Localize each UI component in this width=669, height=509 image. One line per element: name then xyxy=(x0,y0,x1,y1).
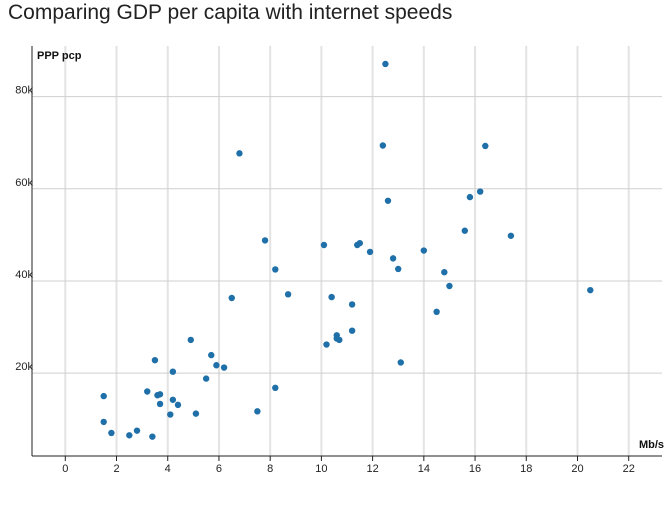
data-point xyxy=(208,351,215,359)
y-axis-ticks: 20k 40k 60k 80k xyxy=(15,85,33,373)
x-tick-label: 6 xyxy=(216,463,222,475)
data-point xyxy=(192,410,200,417)
data-point xyxy=(187,336,194,344)
data-point xyxy=(144,388,151,395)
data-point xyxy=(384,197,392,204)
data-point xyxy=(420,247,428,254)
data-point xyxy=(126,432,133,439)
data-point xyxy=(476,188,484,195)
x-axis-label: Mb/s xyxy=(639,439,664,451)
data-point xyxy=(174,401,182,409)
data-point xyxy=(397,359,404,366)
data-point xyxy=(133,427,141,434)
x-tick-label: 16 xyxy=(469,463,481,475)
data-point xyxy=(482,142,489,150)
data-point xyxy=(507,232,515,239)
x-tick-label: 2 xyxy=(113,463,119,475)
data-point xyxy=(379,142,387,149)
data-point xyxy=(587,286,594,294)
x-tick-label: 8 xyxy=(267,463,273,475)
data-point xyxy=(228,294,235,302)
data-point xyxy=(236,150,243,157)
data-point xyxy=(151,356,159,364)
x-tick-label: 4 xyxy=(165,463,171,475)
x-tick-label: 12 xyxy=(366,463,378,475)
data-point xyxy=(323,341,330,348)
data-point xyxy=(272,266,279,273)
data-point xyxy=(202,375,210,382)
data-point xyxy=(389,255,397,262)
data-point xyxy=(156,391,164,398)
x-tick-label: 10 xyxy=(315,463,327,475)
data-point xyxy=(284,291,292,298)
data-point xyxy=(433,308,440,316)
data-point xyxy=(446,282,453,290)
data-point xyxy=(167,411,174,418)
data-point xyxy=(169,368,177,375)
data-point xyxy=(461,227,469,234)
x-tick-label: 18 xyxy=(520,463,532,475)
data-points xyxy=(100,60,594,440)
x-tick-label: 22 xyxy=(623,463,635,475)
data-point xyxy=(100,392,107,400)
data-point xyxy=(272,384,279,392)
data-point xyxy=(213,362,220,369)
data-point xyxy=(348,327,356,334)
data-point xyxy=(320,241,328,249)
data-point xyxy=(366,248,374,256)
y-tick-label: 80k xyxy=(15,85,33,97)
grid-lines xyxy=(32,46,662,456)
x-tick-label: 0 xyxy=(62,463,68,475)
y-axis-label: PPP pcp xyxy=(37,50,82,62)
data-point xyxy=(382,60,389,68)
x-axis-ticks: 0 2 4 6 8 10 12 14 16 18 20 22 xyxy=(62,456,635,475)
data-point xyxy=(336,336,343,344)
x-tick-label: 20 xyxy=(571,463,583,475)
data-point xyxy=(441,268,448,276)
data-point xyxy=(254,408,261,415)
data-point xyxy=(261,237,269,244)
data-point xyxy=(220,364,228,371)
data-point xyxy=(328,293,335,301)
data-point xyxy=(156,400,164,408)
y-tick-label: 40k xyxy=(15,269,33,281)
data-point xyxy=(356,239,364,247)
data-point xyxy=(108,429,115,437)
chart-title: Comparing GDP per capita with internet s… xyxy=(8,1,453,24)
data-point xyxy=(466,193,474,201)
data-point xyxy=(395,265,402,273)
data-point xyxy=(169,396,177,403)
y-tick-label: 20k xyxy=(15,361,33,373)
y-tick-label: 60k xyxy=(15,177,33,189)
data-point xyxy=(100,418,107,426)
x-tick-label: 14 xyxy=(418,463,430,475)
data-point xyxy=(348,301,356,308)
data-point xyxy=(149,433,156,440)
